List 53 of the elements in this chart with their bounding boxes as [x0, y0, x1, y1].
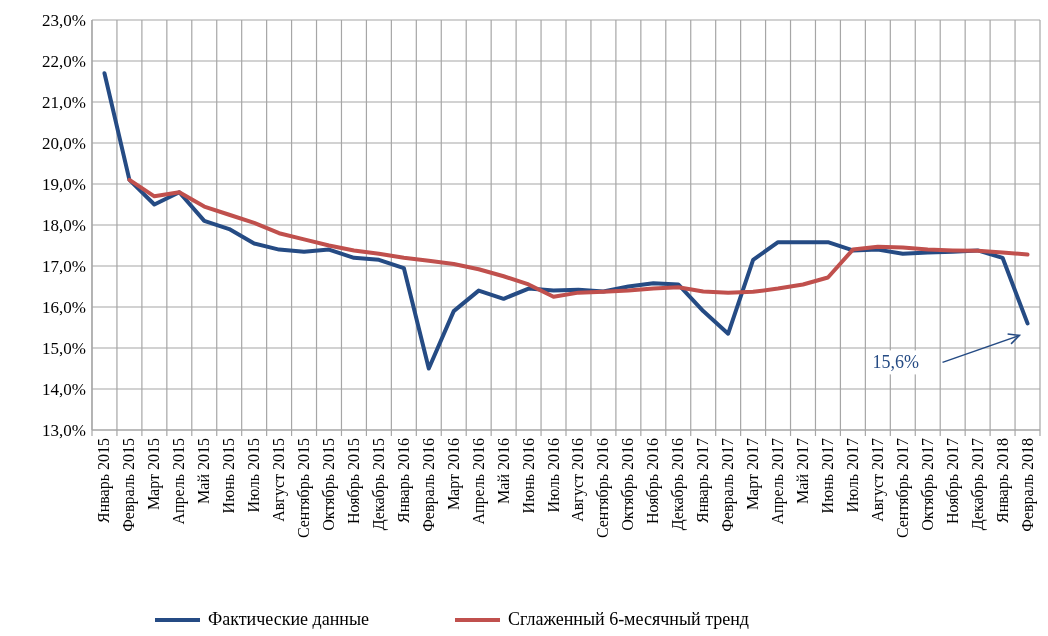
x-tick-label: Март 2017: [744, 438, 763, 511]
x-tick-label: Июнь 2016: [519, 438, 537, 514]
y-tick-label: 18,0%: [42, 215, 86, 235]
y-tick-label: 16,0%: [42, 297, 86, 317]
y-tick-label: 14,0%: [42, 379, 86, 399]
x-tick-label: Январь 2017: [694, 438, 713, 523]
x-tick-label: Июль 2017: [843, 438, 861, 513]
x-tick-label: Июнь 2015: [220, 438, 238, 514]
x-tick-label: Апрель 2017: [769, 438, 788, 525]
x-tick-label: Май 2017: [794, 438, 811, 504]
line-series: [127, 177, 1030, 299]
y-tick-label: 22,0%: [42, 51, 86, 71]
x-tick-label: Февраль 2018: [1018, 438, 1037, 532]
x-tick-label: Апрель 2016: [469, 438, 488, 525]
x-tick-label: Август 2015: [270, 438, 289, 522]
legend-label: Сглаженный 6-месячный тренд: [508, 609, 749, 629]
x-tick-label: Апрель 2015: [170, 438, 189, 525]
annotation: 15,6%: [872, 352, 920, 373]
x-tick-label: Март 2015: [145, 438, 164, 511]
legend-label: Фактические данные: [208, 609, 370, 629]
x-tick-label: Сентябрь 2017: [893, 438, 912, 539]
x-tick-label: Октябрь 2015: [320, 438, 338, 531]
x-tick-label: Март 2016: [444, 438, 463, 511]
x-tick-label: Декабрь 2017: [968, 438, 987, 531]
x-tick-label: Февраль 2016: [419, 438, 438, 532]
x-tick-label: Июнь 2017: [818, 438, 836, 514]
y-tick-label: 17,0%: [42, 256, 86, 276]
y-tick-label: 19,0%: [42, 174, 86, 194]
y-tick-label: 13,0%: [42, 420, 86, 440]
x-tick-label: Ноябрь 2017: [943, 438, 962, 525]
y-tick-label: 15,0%: [42, 338, 86, 358]
x-tick-label: Февраль 2015: [120, 438, 139, 532]
x-tick-label: Январь 2018: [993, 438, 1012, 523]
x-tick-label: Январь 2016: [394, 438, 413, 523]
x-tick-label: Ноябрь 2016: [644, 438, 663, 525]
x-tick-label: Июль 2016: [544, 438, 562, 513]
x-tick-label: Октябрь 2017: [918, 438, 937, 531]
x-tick-label: Декабрь 2016: [669, 438, 688, 531]
x-tick-label: Ноябрь 2015: [344, 438, 363, 525]
x-tick-label: Январь 2015: [95, 438, 114, 523]
x-tick-label: Февраль 2017: [719, 438, 738, 532]
x-tick-label: Май 2016: [494, 438, 512, 504]
x-tick-label: Октябрь 2016: [619, 438, 638, 531]
y-tick-label: 23,0%: [42, 10, 86, 30]
y-tick-label: 21,0%: [42, 92, 86, 112]
x-tick-label: Сентябрь 2015: [295, 438, 314, 539]
x-tick-label: Май 2015: [195, 438, 213, 504]
x-tick-label: Август 2017: [868, 438, 887, 522]
x-tick-label: Сентябрь 2016: [594, 438, 613, 539]
y-tick-label: 20,0%: [42, 133, 86, 153]
x-tick-label: Июль 2015: [245, 438, 263, 513]
x-tick-label: Август 2016: [569, 438, 588, 522]
x-tick-label: Декабрь 2015: [369, 438, 388, 531]
